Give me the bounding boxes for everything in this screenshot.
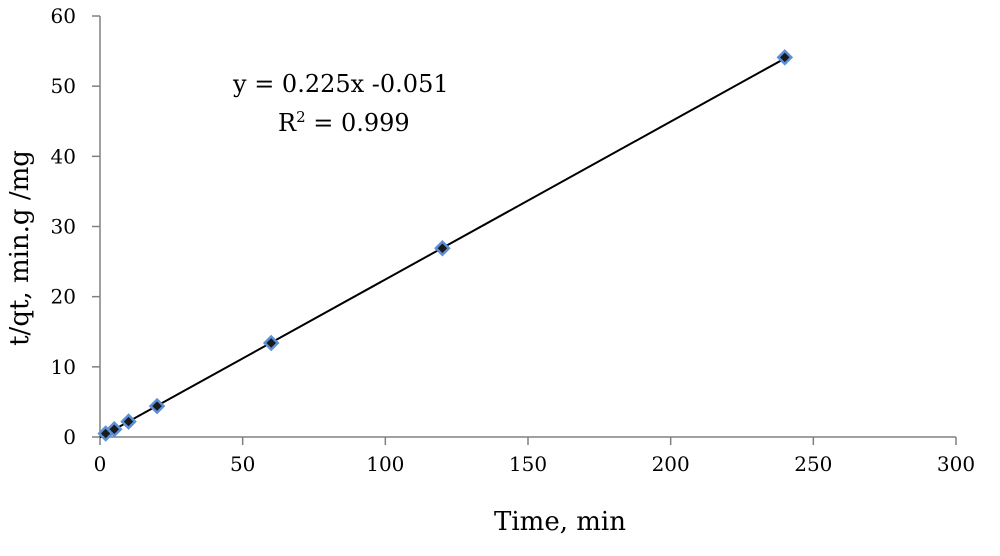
plot-area: 0 50 100 150 200 250 300 0 10 20 30 40 50 60: [51, 4, 976, 476]
data-point: [120, 413, 137, 430]
data-point: [105, 421, 123, 438]
trendline-equation: y = 0.225x -0.051: [232, 70, 449, 98]
y-tick-label: 40: [51, 144, 76, 168]
data-point: [262, 334, 280, 352]
data-markers: [97, 49, 794, 442]
r-squared-value: = 0.999: [306, 109, 410, 137]
x-tick-label: 200: [652, 452, 690, 476]
data-point: [776, 49, 794, 66]
x-tick-label: 100: [366, 452, 404, 476]
y-axis-title: t/qt, min.g /mg: [5, 150, 35, 346]
y-tick-label: 50: [51, 74, 76, 98]
y-tick-label: 60: [51, 4, 76, 28]
x-tick-label: 150: [509, 452, 547, 476]
x-ticks: 0 50 100 150 200 250 300: [94, 437, 975, 476]
x-tick-label: 50: [230, 452, 255, 476]
data-point: [434, 239, 451, 257]
x-axis-title: Time, min: [494, 507, 626, 537]
y-tick-label: 0: [63, 425, 76, 449]
r-squared-superscript: 2: [296, 108, 306, 126]
y-tick-label: 30: [51, 215, 76, 239]
r-squared-label: R2 = 0.999: [278, 108, 410, 137]
x-tick-label: 300: [937, 452, 975, 476]
x-tick-label: 250: [794, 452, 832, 476]
r-squared-prefix: R: [278, 109, 297, 137]
data-point: [148, 397, 166, 415]
y-tick-label: 20: [51, 285, 76, 309]
y-ticks: 0 10 20 30 40 50 60: [51, 4, 100, 449]
y-tick-label: 10: [51, 355, 76, 379]
x-tick-label: 0: [94, 452, 107, 476]
